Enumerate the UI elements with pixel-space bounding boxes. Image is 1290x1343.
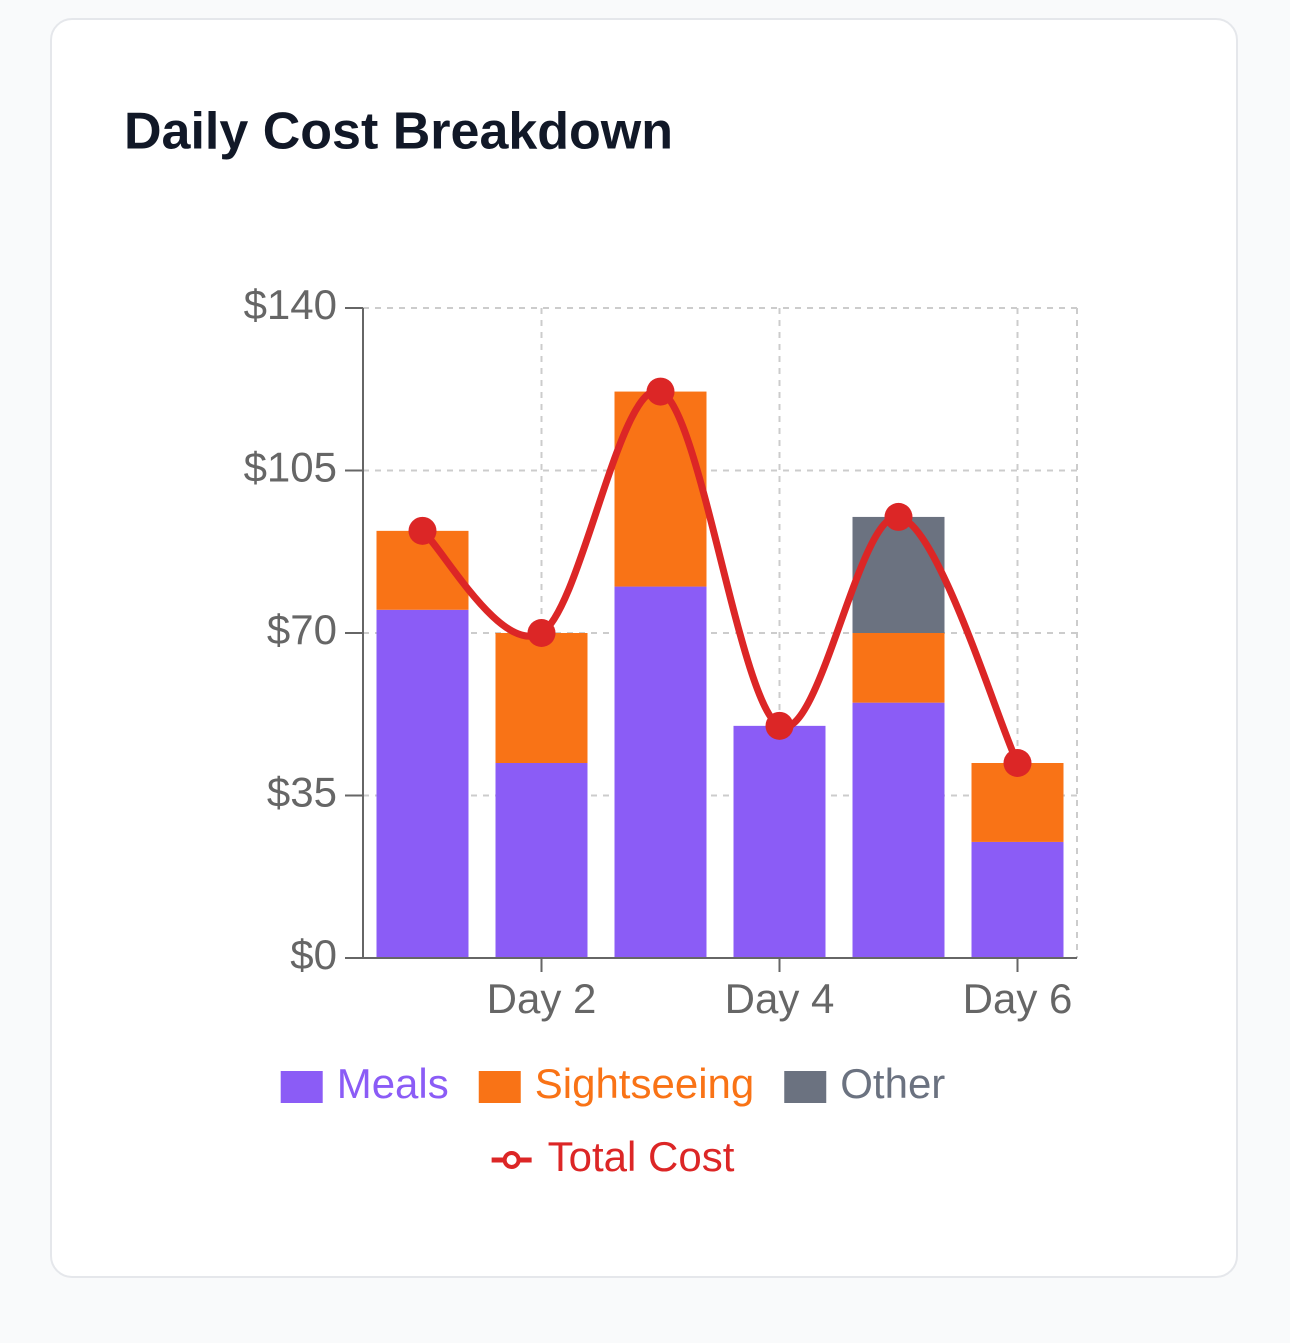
line-point (527, 619, 556, 647)
line-point (1003, 749, 1032, 777)
legend-label: Total Cost (548, 1133, 735, 1180)
legend-label: Other (840, 1060, 945, 1107)
bar-segment (852, 633, 945, 703)
bar-segment (495, 633, 588, 763)
legend-label: Meals (337, 1060, 449, 1107)
bar-segment (852, 516, 945, 633)
bar-segment (852, 702, 945, 958)
y-tick-label: $35 (267, 769, 337, 816)
x-tick-label: Day 6 (963, 975, 1073, 1022)
y-tick-label: $0 (290, 931, 337, 978)
bar-segment (614, 586, 707, 958)
chart-title: Daily Cost Breakdown (124, 103, 673, 161)
bar-segment (495, 763, 588, 958)
legend-icon (478, 1071, 521, 1103)
bar-segment (376, 609, 469, 958)
y-tick-label: $105 (244, 444, 337, 491)
line-point (408, 516, 437, 545)
y-tick-label: $70 (267, 606, 337, 653)
legend-icon (784, 1071, 827, 1103)
line-point (884, 502, 913, 531)
y-tick-label: $140 (244, 281, 337, 328)
legend-icon (280, 1071, 323, 1103)
x-tick-label: Day 2 (487, 975, 597, 1022)
legend-icon (502, 1151, 521, 1169)
line-point (765, 711, 794, 740)
bar-segment (971, 841, 1064, 958)
x-tick-label: Day 4 (725, 975, 835, 1022)
line-point (646, 377, 675, 406)
legend-label: Sightseeing (535, 1060, 755, 1107)
bar-segment (733, 725, 826, 958)
